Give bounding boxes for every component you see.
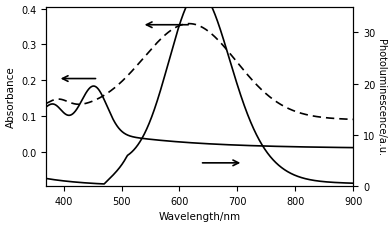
- Y-axis label: Absorbance: Absorbance: [5, 66, 16, 128]
- Y-axis label: Photoluminescence/a.u.: Photoluminescence/a.u.: [376, 39, 387, 155]
- X-axis label: Wavelength/nm: Wavelength/nm: [159, 212, 241, 222]
